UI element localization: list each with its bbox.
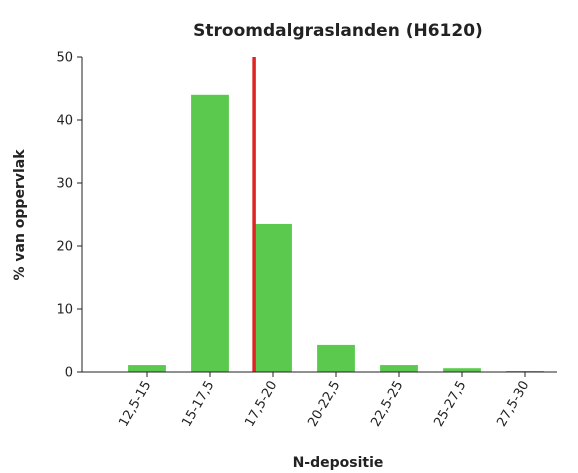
- bar: [443, 368, 481, 372]
- y-tick-label: 40: [56, 114, 73, 129]
- chart-title: Stroomdalgraslanden (H6120): [193, 21, 483, 41]
- bar: [254, 223, 292, 372]
- x-tick-label: 27,5-30: [494, 379, 532, 430]
- y-axis-label: % van oppervlak: [12, 149, 28, 281]
- bar: [128, 365, 166, 372]
- x-tick-label: 17,5-20: [242, 379, 280, 430]
- y-tick-label: 50: [56, 51, 73, 66]
- x-tick-label: 20-22,5: [305, 379, 343, 430]
- y-tick-label: 20: [56, 240, 73, 255]
- bar: [191, 94, 229, 373]
- y-tick-label: 30: [56, 177, 73, 192]
- x-tick-label: 25-27,5: [431, 379, 469, 430]
- x-axis-label: N-depositie: [293, 455, 384, 471]
- x-tick-label: 22,5-25: [368, 379, 406, 430]
- y-tick-label: 10: [56, 303, 73, 318]
- bar: [317, 344, 355, 372]
- x-tick-label: 12,5-15: [116, 379, 154, 430]
- bar: [380, 365, 418, 372]
- x-tick-label: 15-17,5: [179, 379, 217, 430]
- y-tick-label: 0: [65, 366, 73, 381]
